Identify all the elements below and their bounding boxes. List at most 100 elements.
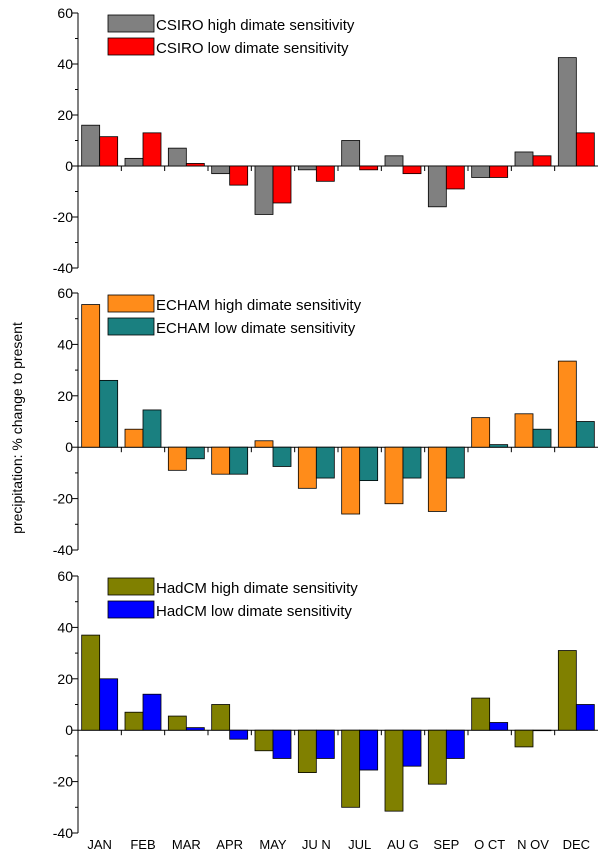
x-tick-label-nov: N OV	[517, 837, 549, 852]
bar-sep-series-1	[427, 165, 447, 208]
bar-jul-series-1	[341, 446, 361, 515]
legend-swatch-1	[107, 294, 155, 313]
bar-feb-series-1	[124, 428, 144, 448]
y-tick-label: 0	[65, 722, 73, 738]
bar-jul-series-2	[359, 165, 379, 171]
y-tick-label: -40	[53, 260, 73, 276]
x-tick-label-may: MAY	[259, 837, 287, 852]
y-tick-label: 0	[65, 439, 73, 455]
bar-dec-series-1	[557, 650, 577, 731]
bar-jun-series-2	[315, 446, 335, 479]
x-tick-label-jul: JUL	[348, 837, 371, 852]
bar-may-series-2	[272, 729, 292, 759]
bar-jan-series-1	[81, 124, 101, 167]
bar-aug-series-2	[402, 165, 422, 175]
bar-jan-series-1	[81, 634, 101, 731]
bar-nov-series-1	[514, 413, 534, 448]
y-tick-label: -20	[53, 774, 73, 790]
bar-mar-series-2	[185, 727, 205, 731]
bar-aug-series-1	[384, 446, 404, 505]
x-tick-label-jun: JU N	[302, 837, 331, 852]
y-tick-label: -20	[53, 209, 73, 225]
bar-jun-series-2	[315, 729, 335, 759]
x-tick-label-dec: DEC	[563, 837, 590, 852]
bar-oct-series-1	[471, 697, 491, 731]
y-tick-label: -20	[53, 491, 73, 507]
bar-sep-series-1	[427, 729, 447, 785]
legend-swatch-2	[107, 37, 155, 56]
chart-panel-3: -40 -20 0 20 40 60 HadCM high dimate sensitivi…	[53, 568, 598, 852]
bar-nov-series-2	[532, 729, 552, 732]
bar-jul-series-1	[341, 140, 361, 167]
x-tick-label-jan: JAN	[87, 837, 112, 852]
bar-apr-series-1	[211, 446, 231, 475]
bar-jun-series-1	[297, 446, 317, 489]
legend-label-1: HadCM high dimate sensitivity	[156, 580, 358, 597]
bar-may-series-1	[254, 165, 274, 215]
x-tick-label-mar: MAR	[172, 837, 201, 852]
legend-label-1: CSIRO high dimate sensitivity	[156, 17, 355, 34]
bar-apr-series-2	[229, 729, 249, 740]
bar-dec-series-1	[557, 57, 577, 167]
legend-swatch-1	[107, 577, 155, 596]
bar-oct-series-2	[489, 722, 509, 731]
bar-apr-series-1	[211, 704, 231, 731]
bar-nov-series-1	[514, 151, 534, 167]
y-tick-label: 20	[57, 388, 73, 404]
bar-jan-series-2	[99, 678, 119, 731]
bar-may-series-2	[272, 446, 292, 467]
bar-feb-series-2	[142, 132, 162, 167]
y-tick-label: 40	[57, 619, 73, 635]
bar-aug-series-2	[402, 729, 422, 767]
x-tick-label-apr: APR	[216, 837, 243, 852]
y-tick-label: 0	[65, 158, 73, 174]
bar-jul-series-1	[341, 729, 361, 808]
bar-aug-series-2	[402, 446, 422, 479]
bar-oct-series-1	[471, 417, 491, 448]
bar-apr-series-1	[211, 165, 231, 175]
bar-apr-series-2	[229, 165, 249, 186]
bar-mar-series-2	[185, 446, 205, 460]
legend-label-2: HadCM low dimate sensitivity	[156, 603, 352, 620]
bar-feb-series-2	[142, 693, 162, 731]
legend-swatch-2	[107, 600, 155, 619]
bar-jun-series-2	[315, 165, 335, 182]
bar-aug-series-1	[384, 729, 404, 812]
chart-panel-2: -40 -20 0 20 40 60 ECHAM high dimate sensitivi…	[53, 285, 598, 558]
y-tick-label: -40	[53, 542, 73, 558]
bar-nov-series-2	[532, 155, 552, 167]
bar-may-series-1	[254, 729, 274, 752]
bar-oct-series-1	[471, 165, 491, 178]
y-tick-label: 60	[57, 5, 73, 21]
x-tick-label-oct: O CT	[474, 837, 505, 852]
bar-jun-series-1	[297, 729, 317, 774]
bar-jul-series-2	[359, 729, 379, 771]
bar-sep-series-2	[445, 446, 465, 479]
legend-swatch-1	[107, 14, 155, 33]
bar-aug-series-1	[384, 155, 404, 167]
bar-feb-series-1	[124, 157, 144, 167]
bar-feb-series-1	[124, 711, 144, 731]
bar-sep-series-1	[427, 446, 447, 512]
y-axis-title: precipitation: % change to present	[9, 322, 25, 534]
bar-may-series-1	[254, 440, 274, 448]
bar-dec-series-2	[575, 421, 595, 448]
bar-nov-series-1	[514, 729, 534, 748]
bar-dec-series-1	[557, 360, 577, 448]
legend-label-2: CSIRO low dimate sensitivity	[156, 40, 349, 57]
bar-mar-series-1	[167, 147, 187, 167]
x-tick-label-aug: AU G	[387, 837, 419, 852]
chart-panel-1: -40 -20 0 20 40 60 CSIRO high dimate sensitivi…	[53, 5, 598, 276]
bar-jan-series-2	[99, 136, 119, 167]
bar-sep-series-2	[445, 729, 465, 759]
bar-jun-series-1	[297, 165, 317, 171]
y-tick-label: 40	[57, 336, 73, 352]
bar-apr-series-2	[229, 446, 249, 475]
y-tick-label: 40	[57, 56, 73, 72]
bar-jan-series-1	[81, 304, 101, 448]
y-tick-label: -40	[53, 825, 73, 841]
bar-mar-series-1	[167, 715, 187, 731]
bar-jul-series-2	[359, 446, 379, 482]
y-tick-label: 20	[57, 671, 73, 687]
